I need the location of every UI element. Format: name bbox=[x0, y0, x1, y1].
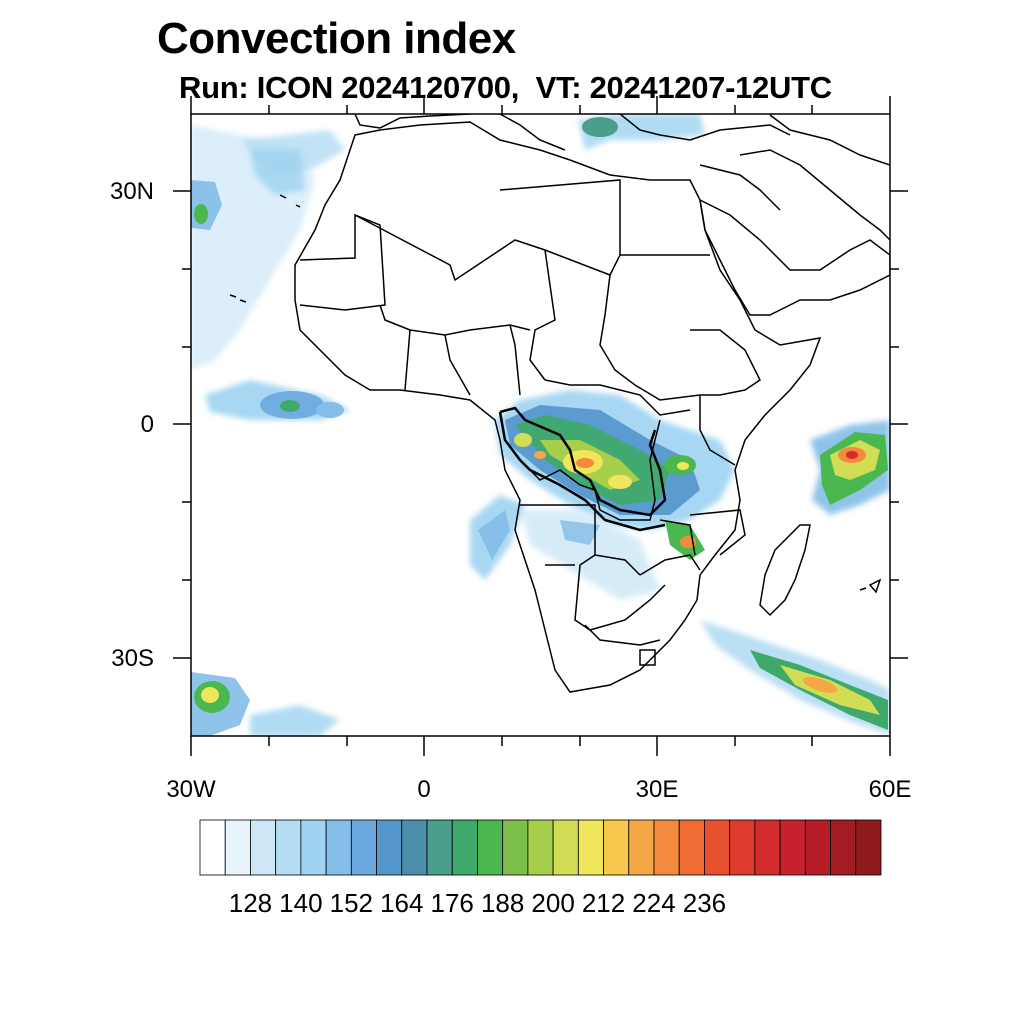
lon-label-60e: 60E bbox=[868, 776, 912, 803]
colorbar-swatch bbox=[577, 819, 604, 876]
colorbar-label: 188 bbox=[480, 888, 525, 918]
colorbar-label: 224 bbox=[632, 888, 676, 918]
colorbar-swatch bbox=[754, 819, 781, 876]
colorbar-swatch bbox=[477, 819, 504, 876]
lat-label-30n: 30N bbox=[109, 178, 154, 205]
lat-label-0: 0 bbox=[140, 411, 154, 438]
colorbar-swatch bbox=[653, 819, 680, 876]
colorbar-label: 236 bbox=[682, 888, 727, 918]
colorbar-swatch bbox=[300, 819, 327, 876]
chart-title: Convection index bbox=[157, 14, 516, 63]
lon-label-30w: 30W bbox=[166, 776, 216, 803]
colorbar-label: 128 bbox=[228, 888, 273, 918]
colorbar bbox=[199, 819, 882, 876]
colorbar-swatch bbox=[678, 819, 705, 876]
colorbar-label: 200 bbox=[531, 888, 575, 918]
colorbar-swatch bbox=[779, 819, 806, 876]
colorbar-swatch bbox=[603, 819, 630, 876]
colorbar-swatch bbox=[426, 819, 453, 876]
colorbar-swatch bbox=[275, 819, 302, 876]
colorbar-label: 212 bbox=[581, 888, 626, 918]
colorbar-swatch bbox=[350, 819, 377, 876]
convection-field bbox=[191, 114, 890, 736]
colorbar-swatch bbox=[502, 819, 529, 876]
colorbar-swatch bbox=[376, 819, 403, 876]
colorbar-swatch bbox=[401, 819, 428, 876]
axis-ticks bbox=[173, 96, 908, 756]
chart-subtitle: Run: ICON 2024120700, VT: 20241207-12UTC bbox=[179, 70, 832, 105]
colorbar-label: 152 bbox=[329, 888, 374, 918]
colorbar-swatch bbox=[855, 819, 882, 876]
colorbar-swatch bbox=[729, 819, 756, 876]
map-frame bbox=[190, 113, 891, 737]
colorbar-label: 164 bbox=[380, 888, 424, 918]
colorbar-swatch bbox=[199, 819, 226, 876]
colorbar-swatch bbox=[325, 819, 352, 876]
lon-label-0: 0 bbox=[417, 776, 431, 803]
colorbar-swatch bbox=[628, 819, 655, 876]
colorbar-swatch bbox=[704, 819, 731, 876]
colorbar-swatch bbox=[224, 819, 251, 876]
colorbar-swatch bbox=[552, 819, 579, 876]
colorbar-label: 176 bbox=[430, 888, 474, 918]
colorbar-swatch bbox=[527, 819, 554, 876]
colorbar-swatch bbox=[804, 819, 831, 876]
colorbar-swatch bbox=[451, 819, 478, 876]
colorbar-swatch bbox=[250, 819, 277, 876]
colorbar-label: 140 bbox=[279, 888, 323, 918]
lon-label-30e: 30E bbox=[635, 776, 679, 803]
coastlines bbox=[229, 114, 890, 693]
lat-label-30s: 30S bbox=[111, 645, 154, 672]
colorbar-swatch bbox=[830, 819, 857, 876]
